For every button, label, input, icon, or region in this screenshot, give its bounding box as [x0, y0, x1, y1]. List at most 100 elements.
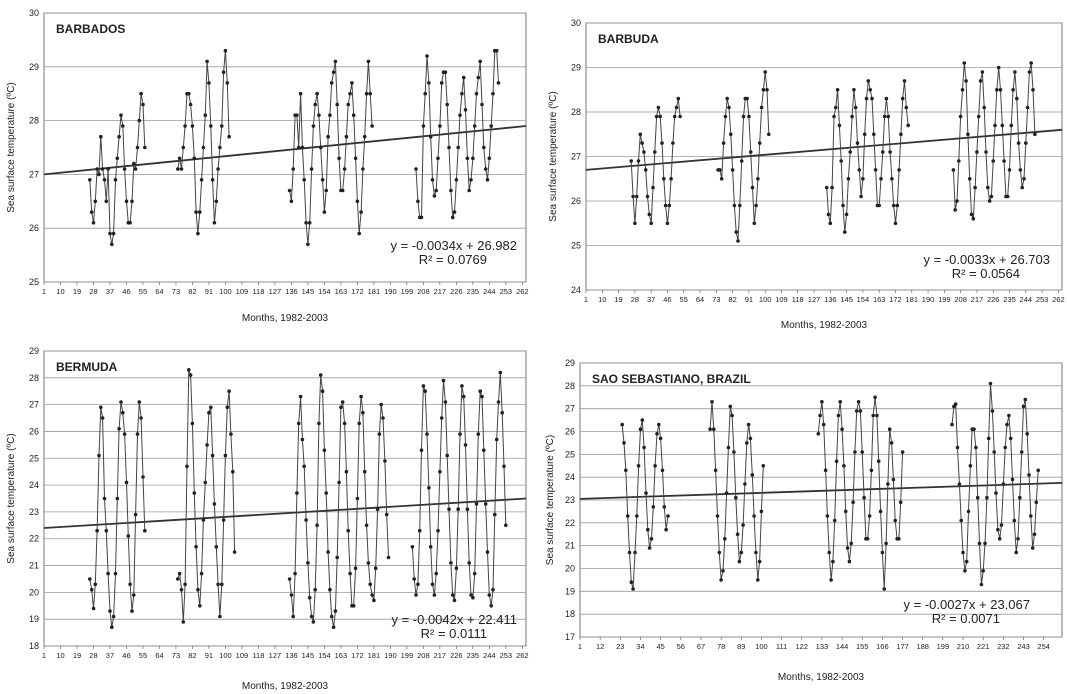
data-point: [963, 569, 967, 573]
data-point: [183, 124, 187, 128]
data-point: [1007, 168, 1012, 172]
data-point: [467, 188, 472, 193]
data-point: [882, 587, 886, 591]
y-tick-label: 29: [29, 62, 39, 72]
data-point: [423, 91, 428, 96]
data-point: [368, 582, 373, 587]
data-point: [329, 614, 334, 619]
x-axis-label: Months, 1982-2003: [242, 681, 329, 692]
y-tick-label: 24: [571, 285, 581, 295]
y-tick-label: 26: [571, 196, 581, 206]
data-point: [756, 177, 760, 181]
chart-panel-4: 17 18 19 20 21 22 23 24 25 26 27 28 29 1 12 23 34 45 56 67 7…: [545, 358, 1063, 683]
x-tick-label: 78: [717, 642, 725, 651]
data-point: [759, 509, 764, 514]
data-point: [743, 482, 747, 486]
data-point: [471, 595, 475, 600]
data-point: [135, 432, 140, 436]
data-point: [177, 156, 182, 161]
y-tick-label: 24: [565, 472, 575, 482]
data-point: [1031, 88, 1035, 92]
data-point: [99, 405, 103, 410]
data-point: [904, 105, 909, 110]
y-tick-label: 28: [565, 381, 575, 391]
data-point: [232, 550, 237, 554]
data-point: [987, 199, 992, 203]
data-point: [335, 555, 340, 560]
y-tick-label: 26: [29, 426, 39, 436]
data-point: [458, 113, 462, 117]
data-point: [627, 550, 632, 555]
data-point: [293, 571, 297, 576]
x-tick-label: 37: [106, 651, 114, 660]
data-point: [502, 464, 506, 469]
data-point: [456, 145, 461, 150]
data-point: [333, 609, 338, 613]
y-tick-label: 27: [29, 400, 39, 410]
data-point: [130, 609, 134, 613]
data-point: [643, 168, 648, 172]
data-point: [975, 150, 979, 154]
data-point: [847, 559, 852, 564]
data-point: [721, 141, 726, 145]
data-point: [331, 70, 336, 74]
data-point: [375, 507, 380, 512]
x-tick-label: 199: [401, 287, 414, 296]
data-point: [322, 448, 327, 453]
y-tick-label: 18: [29, 641, 39, 651]
data-point: [99, 134, 103, 139]
data-point: [344, 134, 349, 139]
x-tick-label: 100: [219, 651, 232, 660]
x-tick-label: 262: [1052, 295, 1065, 304]
data-point: [143, 528, 147, 533]
data-point: [836, 413, 841, 418]
data-point: [950, 422, 954, 427]
data-point: [728, 404, 733, 409]
x-tick-label: 109: [775, 295, 788, 304]
data-point: [818, 413, 822, 418]
data-point: [329, 81, 334, 85]
data-point: [1018, 168, 1023, 172]
data-point: [1012, 518, 1017, 523]
data-point: [91, 221, 96, 225]
data-point: [840, 427, 844, 432]
data-point: [747, 114, 751, 119]
data-point: [436, 528, 440, 533]
data-point: [662, 177, 666, 181]
data-point: [106, 167, 110, 171]
data-point: [298, 91, 303, 96]
data-point: [324, 188, 329, 193]
x-tick-label: 154: [318, 287, 331, 296]
y-axis-label: Sea surface temperature (ºC): [548, 91, 559, 221]
data-point: [337, 480, 341, 485]
data-point: [1002, 159, 1006, 163]
data-point: [718, 168, 722, 172]
data-point: [857, 168, 862, 172]
data-point: [353, 566, 358, 570]
x-tick-label: 136: [824, 295, 837, 304]
data-point: [876, 459, 881, 464]
data-point: [983, 541, 987, 546]
data-point: [194, 210, 198, 214]
data-point: [416, 582, 420, 587]
data-point: [311, 620, 316, 624]
data-point: [430, 178, 435, 182]
data-point: [858, 409, 863, 413]
data-point: [672, 114, 677, 119]
data-point: [218, 614, 222, 619]
data-point: [624, 468, 628, 473]
data-point: [196, 587, 200, 592]
x-tick-label: 244: [1020, 295, 1033, 304]
data-point: [816, 432, 821, 436]
y-axis-label: Sea surface temperature (ºC): [545, 435, 556, 565]
series-line-segment: [709, 401, 764, 581]
x-tick-label: 91: [205, 651, 213, 660]
data-point: [339, 405, 343, 410]
x-tick-label: 190: [922, 295, 935, 304]
data-point: [476, 75, 481, 80]
data-point: [91, 606, 96, 611]
x-tick-label: 208: [417, 287, 430, 296]
data-point: [359, 210, 363, 214]
data-point: [493, 512, 497, 517]
